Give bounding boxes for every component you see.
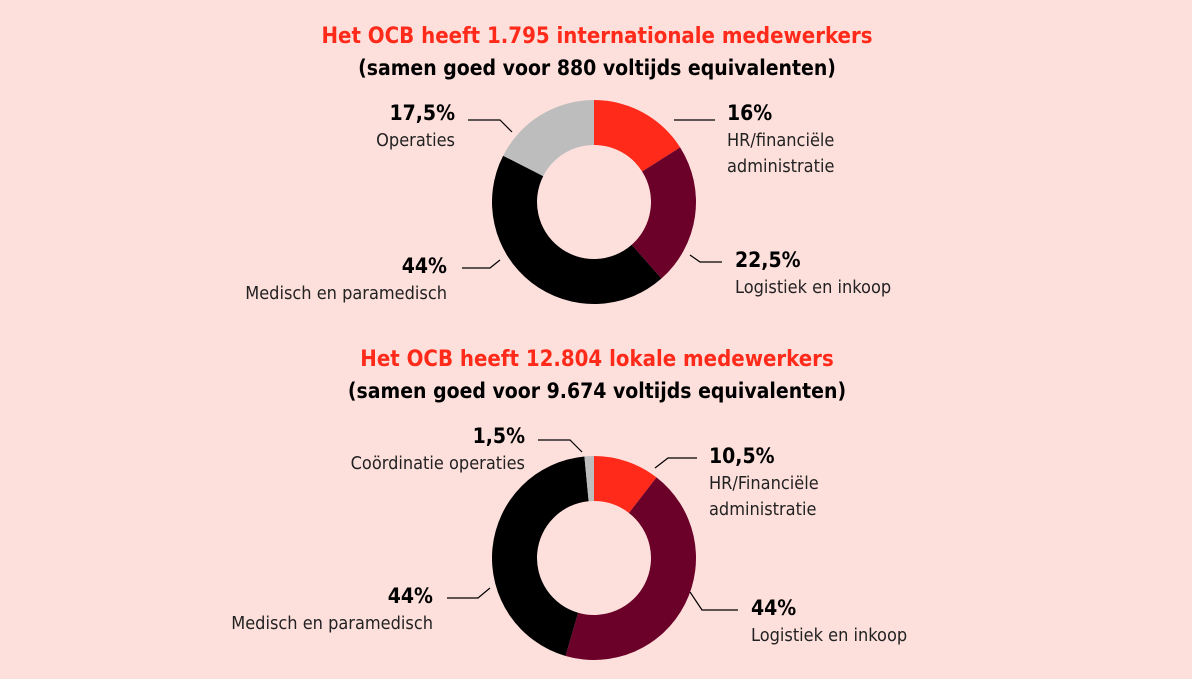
donut-slice — [565, 477, 697, 660]
donut-slice — [631, 147, 696, 279]
leader-line — [462, 259, 501, 269]
category-label: Logistiek en inkoop — [735, 277, 892, 298]
leader-line — [468, 119, 513, 133]
leader-line — [538, 439, 583, 453]
chart-title: Het OCB heeft 12.804 lokale medewerkers — [360, 347, 834, 372]
donut-slice — [492, 155, 662, 304]
value-label: 16% — [727, 101, 773, 125]
leader-line — [654, 457, 697, 469]
donut-slice — [594, 100, 681, 172]
chart-title: Het OCB heeft 1.795 internationale medew… — [321, 24, 873, 49]
value-label: 44% — [751, 596, 797, 620]
category-label: Operaties — [376, 130, 455, 151]
leader-line — [447, 587, 491, 599]
leader-line — [689, 254, 722, 263]
donut-slice — [492, 456, 589, 656]
chart-subtitle: (samen goed voor 880 voltijds equivalent… — [358, 56, 836, 80]
chart-subtitle: (samen goed voor 9.674 voltijds equivale… — [347, 379, 847, 403]
category-label: Medisch en paramedisch — [231, 613, 433, 634]
donut-slice — [584, 456, 594, 502]
value-label: 44% — [401, 254, 447, 278]
category-label: Logistiek en inkoop — [751, 625, 908, 646]
donut-slice — [594, 456, 657, 513]
value-label: 22,5% — [735, 248, 801, 272]
category-label: Coördinatie operaties — [350, 453, 525, 474]
category-label: HR/financiële administratie — [727, 130, 835, 177]
category-label: Medisch en paramedisch — [245, 283, 447, 304]
leader-line — [689, 591, 738, 611]
value-label: 44% — [387, 584, 433, 608]
value-label: 1,5% — [472, 424, 525, 448]
value-label: 10,5% — [709, 444, 775, 468]
donut-slice — [503, 100, 594, 177]
category-label: HR/Financiële administratie — [709, 473, 819, 520]
value-label: 17,5% — [389, 101, 455, 125]
